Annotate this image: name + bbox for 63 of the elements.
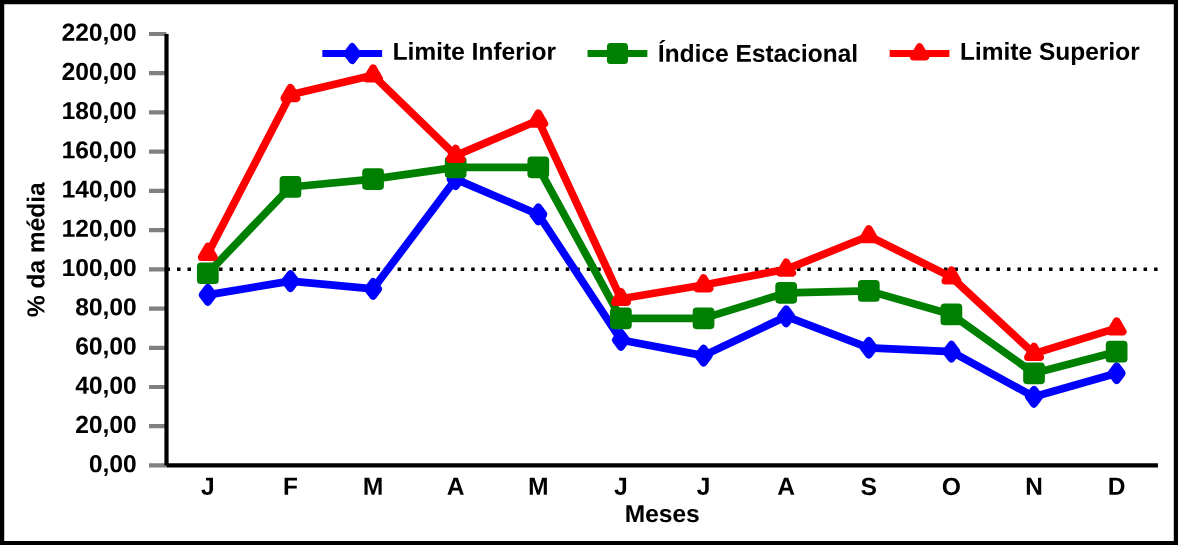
point <box>693 274 714 293</box>
x-tick-label: M <box>364 477 382 495</box>
point <box>940 303 963 326</box>
point <box>1023 362 1045 384</box>
x-tick-label: D <box>1109 477 1125 495</box>
point <box>279 175 302 198</box>
x-axis-title: Meses <box>626 505 699 523</box>
point <box>529 203 548 226</box>
point <box>1106 317 1127 336</box>
point <box>445 144 466 163</box>
point <box>859 336 878 359</box>
x-tick-label: O <box>942 477 960 496</box>
point <box>198 283 217 306</box>
point <box>942 340 961 363</box>
y-axis-title: % da média <box>26 182 45 317</box>
point <box>857 279 880 302</box>
point <box>611 287 631 306</box>
x-tick-label: M <box>529 477 547 495</box>
point <box>528 109 549 128</box>
y-tick-label: 220,00 <box>62 23 136 45</box>
y-tick-label: 60,00 <box>76 337 136 359</box>
y-tick-label: 160,00 <box>63 141 136 162</box>
point <box>858 225 879 244</box>
point <box>196 262 219 284</box>
x-tick-label: J <box>697 477 709 495</box>
point <box>281 270 300 292</box>
x-tick-label: S <box>861 477 876 496</box>
point <box>777 305 796 328</box>
point <box>363 277 383 300</box>
legend-label: Limite Superior <box>961 41 1140 65</box>
y-tick-label: 200,00 <box>62 62 136 84</box>
x-tick-label: J <box>614 477 627 495</box>
y-tick-label: 100,00 <box>63 258 136 280</box>
y-tick-label: 80,00 <box>76 298 136 319</box>
point <box>1024 385 1044 408</box>
point <box>363 64 383 83</box>
legend-label: Limite Inferior <box>394 41 556 60</box>
y-tick-label: 40,00 <box>75 376 136 398</box>
x-tick-label: N <box>1026 477 1042 495</box>
y-tick-label: 120,00 <box>63 219 136 241</box>
point <box>775 281 798 304</box>
x-tick-label: J <box>201 477 213 495</box>
point <box>941 266 962 285</box>
point <box>1105 340 1128 363</box>
point <box>280 83 301 103</box>
legend-label: Índice Estacional <box>659 39 857 62</box>
point <box>610 307 632 330</box>
point <box>611 328 631 351</box>
y-tick-label: 20,00 <box>76 415 136 437</box>
y-tick-label: 0,00 <box>89 454 136 476</box>
x-tick-label: A <box>777 477 795 495</box>
x-tick-label: A <box>447 477 464 495</box>
x-tick-label: F <box>284 477 298 495</box>
point <box>776 258 797 277</box>
point <box>692 307 715 330</box>
y-tick-label: 140,00 <box>63 180 136 202</box>
point <box>1024 342 1044 361</box>
point <box>527 156 550 179</box>
point <box>694 344 713 367</box>
y-tick-label: 180,00 <box>63 101 136 123</box>
point <box>362 168 384 190</box>
point <box>197 242 218 261</box>
point <box>1107 362 1126 384</box>
